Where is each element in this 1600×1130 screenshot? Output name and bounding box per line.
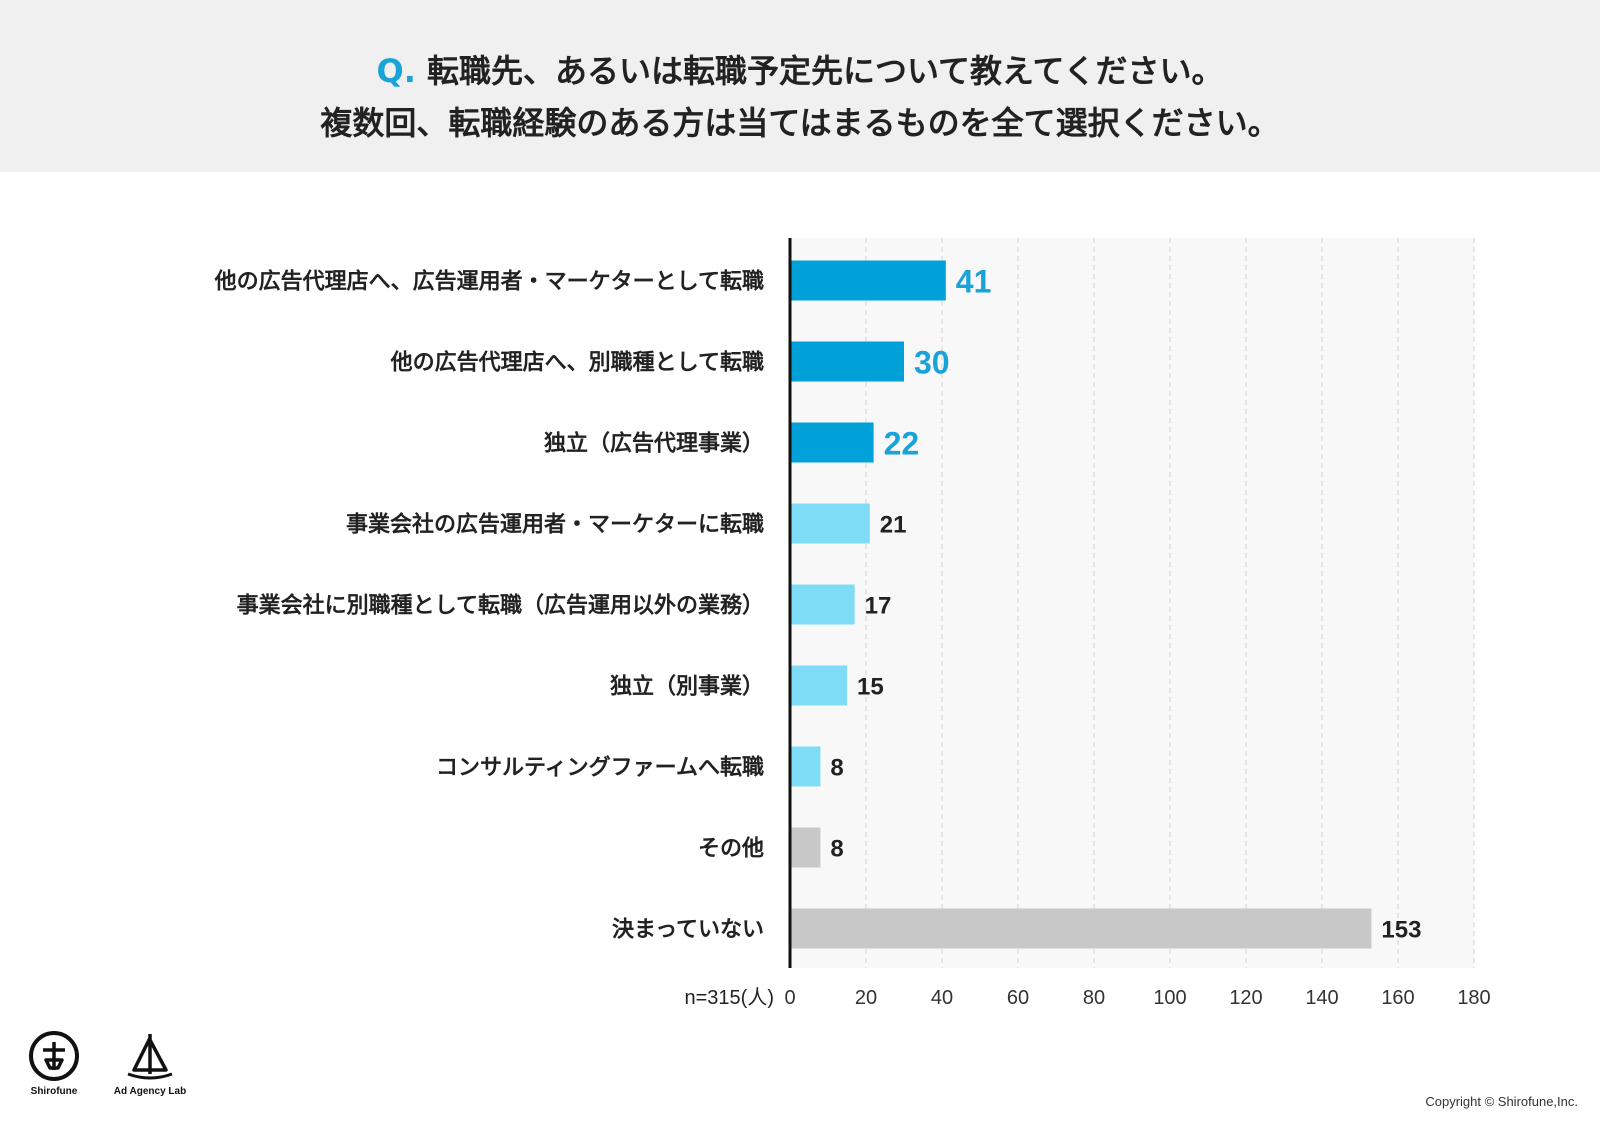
ad-agency-lab-logo-icon [127, 1034, 173, 1080]
x-tick-label: 100 [1153, 987, 1186, 1009]
x-tick-label: 80 [1083, 987, 1105, 1009]
bar [790, 746, 821, 787]
x-tick-label: 60 [1007, 987, 1029, 1009]
sample-size-label: n=315(人) [685, 986, 775, 1009]
question-header: Q. 転職先、あるいは転職予定先について教えてください。 複数回、転職経験のある… [0, 0, 1600, 172]
bar [790, 827, 821, 868]
ad-agency-lab-logo: Ad Agency Lab [110, 1030, 190, 1097]
question-text-2: 複数回、転職経験のある方は当てはまるものを全て選択ください。 [320, 104, 1280, 142]
bar [790, 908, 1372, 949]
category-label: 他の広告代理店へ、別職種として転職 [390, 350, 764, 376]
category-label: その他 [698, 837, 764, 862]
question-text-1: 転職先、あるいは転職予定先について教えてください。 [427, 52, 1224, 90]
bar [790, 422, 874, 463]
data-label: 8 [830, 836, 843, 863]
x-tick-label: 120 [1229, 987, 1262, 1009]
x-tick-label: 180 [1457, 987, 1490, 1009]
data-label: 15 [857, 674, 884, 701]
x-tick-label: 40 [931, 987, 953, 1009]
bar [790, 341, 904, 382]
x-tick-label: 0 [784, 987, 795, 1009]
bar [790, 503, 870, 544]
data-label: 30 [914, 345, 950, 381]
ad-agency-lab-logo-caption: Ad Agency Lab [113, 1086, 187, 1097]
x-tick-label: 20 [855, 987, 877, 1009]
question-prefix: Q. [376, 52, 416, 90]
question-line-1: Q. 転職先、あるいは転職予定先について教えてください。 [0, 46, 1600, 92]
category-label: 事業会社の広告運用者・マーケターに転職 [346, 512, 764, 538]
category-label: 独立（別事業） [610, 674, 764, 700]
x-tick-label: 160 [1381, 987, 1414, 1009]
category-label: 独立（広告代理事業） [544, 431, 764, 457]
copyright-text: Copyright © Shirofune,Inc. [1425, 1094, 1578, 1109]
data-label: 8 [830, 755, 843, 782]
data-label: 21 [880, 512, 907, 539]
x-tick-label: 140 [1305, 987, 1338, 1009]
bar [790, 260, 946, 301]
category-label: 事業会社に別職種として転職（広告運用以外の業務） [237, 593, 764, 619]
data-label: 153 [1381, 917, 1421, 944]
category-label: 他の広告代理店へ、広告運用者・マーケターとして転職 [214, 269, 764, 295]
category-label: コンサルティングファームへ転職 [436, 755, 764, 781]
data-label: 41 [956, 264, 992, 300]
data-label: 22 [884, 426, 920, 462]
bar [790, 584, 855, 625]
bar [790, 665, 847, 706]
bar-chart: 0 20 40 60 80 100 120 140 160 180 n=315(人) 他の広告代理店へ… [214, 238, 1491, 1009]
data-label: 17 [865, 593, 892, 620]
shirofune-logo-caption: Shirofune [30, 1086, 78, 1097]
shirofune-logo-icon [29, 1031, 79, 1081]
shirofune-logo: Shirofune [28, 1030, 80, 1097]
category-label: 決まっていない [612, 918, 764, 943]
